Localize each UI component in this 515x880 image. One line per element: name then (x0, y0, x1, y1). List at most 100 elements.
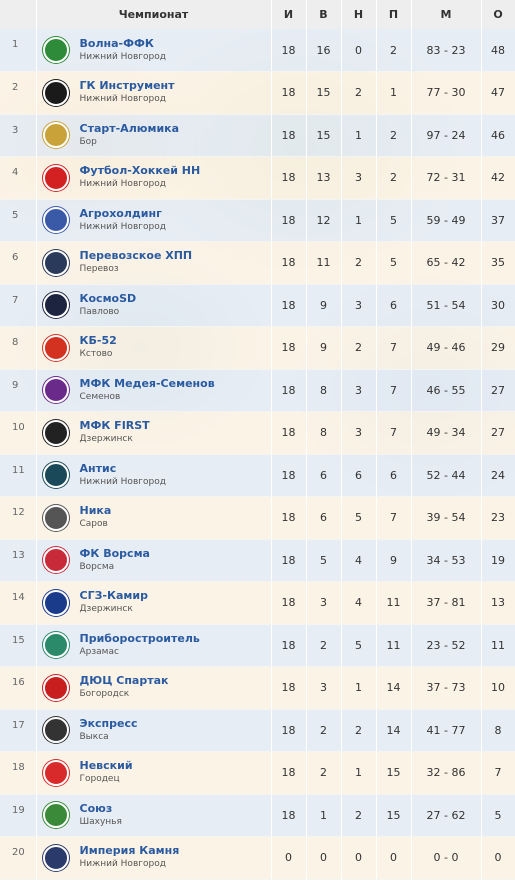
team-city: Ворсма (79, 561, 115, 572)
team-city: Городец (79, 774, 120, 785)
team-info: Перевозское ХПП Перевоз (37, 249, 271, 276)
team-name-link[interactable]: Антис (79, 461, 117, 475)
team-name-link[interactable]: Империя Камня (79, 844, 180, 858)
team-name-link[interactable]: Ника (79, 504, 112, 518)
table-row: 11 Антис Нижний Новгород 18 6 6 6 52 - 44 24 (0, 454, 515, 497)
team-name-link[interactable]: Старт-Алюмика (79, 121, 180, 135)
draws-cell: 1 (341, 114, 377, 157)
draws-cell: 2 (341, 241, 377, 285)
team-name-link[interactable]: Перевозское ХПП (79, 249, 193, 263)
losses-cell: 2 (376, 114, 412, 157)
points-cell: 7 (481, 751, 515, 795)
team-city: Арзамас (79, 646, 119, 657)
team-cell: Империя Камня Нижний Новгород (36, 836, 272, 880)
header-pos (0, 0, 37, 29)
position-cell: 17 (0, 709, 37, 752)
goals-cell: 59 - 49 (411, 199, 482, 242)
team-cell: МФК Медея-Семенов Семенов (36, 369, 272, 412)
team-name-link[interactable]: Союз (79, 801, 113, 815)
wins-cell: 11 (306, 241, 342, 285)
team-logo-icon (42, 207, 69, 234)
header-points[interactable]: О (481, 0, 515, 29)
position-cell: 9 (0, 369, 37, 412)
team-name-link[interactable]: ФК Ворсма (79, 546, 150, 560)
team-name-link[interactable]: МФК FIRST (79, 419, 150, 433)
team-name-link[interactable]: КБ-52 (79, 334, 117, 348)
team-name-link[interactable]: Невский (79, 759, 133, 773)
goals-cell: 65 - 42 (411, 241, 482, 285)
losses-cell: 15 (376, 794, 412, 837)
team-logo-icon (42, 79, 69, 106)
draws-cell: 5 (341, 624, 377, 667)
points-cell: 19 (481, 539, 515, 582)
wins-cell: 15 (306, 71, 342, 115)
team-name-link[interactable]: Агрохолдинг (79, 206, 162, 220)
team-text: КБ-52 Кстово (80, 334, 117, 361)
team-logo-icon (42, 504, 69, 531)
losses-cell: 11 (376, 581, 412, 625)
draws-cell: 2 (341, 794, 377, 837)
wins-cell: 6 (306, 496, 342, 540)
position-cell: 5 (0, 199, 37, 242)
team-name-link[interactable]: Волна-ФФК (79, 36, 154, 50)
team-city: Нижний Новгород (79, 179, 166, 190)
team-logo-icon (42, 37, 69, 63)
team-city: Нижний Новгород (79, 859, 166, 870)
header-losses[interactable]: П (376, 0, 412, 29)
points-cell: 27 (481, 369, 515, 412)
position-cell: 16 (0, 666, 37, 710)
header-goals[interactable]: М (411, 0, 482, 29)
header-wins[interactable]: В (306, 0, 342, 29)
points-cell: 35 (481, 241, 515, 285)
team-name-link[interactable]: МФК Медея-Семенов (79, 376, 215, 390)
header-draws[interactable]: Н (341, 0, 377, 29)
losses-cell: 14 (376, 709, 412, 752)
team-cell: Агрохолдинг Нижний Новгород (36, 199, 272, 242)
team-info: КосмоSD Павлово (37, 292, 271, 319)
points-cell: 30 (481, 284, 515, 327)
team-logo-icon (42, 589, 69, 616)
team-name-link[interactable]: СГЗ-Камир (79, 589, 148, 603)
team-cell: Ника Саров (36, 496, 272, 540)
table-row: 9 МФК Медея-Семенов Семенов 18 8 3 7 46 - 55 27 (0, 369, 515, 412)
goals-cell: 34 - 53 (411, 539, 482, 582)
team-name-link[interactable]: Экспресс (79, 716, 138, 730)
wins-cell: 5 (306, 539, 342, 582)
position-cell: 11 (0, 454, 37, 497)
team-city: Дзержинск (79, 604, 133, 615)
team-cell: Футбол-Хоккей НН Нижний Новгород (36, 156, 272, 200)
team-city: Нижний Новгород (79, 94, 166, 105)
team-cell: СГЗ-Камир Дзержинск (36, 581, 272, 625)
team-name-link[interactable]: Футбол-Хоккей НН (79, 164, 201, 178)
wins-cell: 0 (306, 836, 342, 880)
team-text: Империя Камня Нижний Новгород (80, 844, 180, 871)
header-championship[interactable]: Чемпионат (36, 0, 272, 29)
team-cell: КБ-52 Кстово (36, 326, 272, 370)
draws-cell: 0 (341, 29, 377, 72)
wins-cell: 2 (306, 751, 342, 795)
team-city: Павлово (79, 306, 120, 317)
team-name-link[interactable]: ДЮЦ Спартак (79, 674, 169, 688)
team-logo-icon (42, 249, 69, 276)
position-cell: 7 (0, 284, 37, 327)
points-cell: 11 (481, 624, 515, 667)
losses-cell: 1 (376, 71, 412, 115)
draws-cell: 5 (341, 496, 377, 540)
position-cell: 1 (0, 29, 37, 72)
header-games[interactable]: И (271, 0, 307, 29)
team-name-link[interactable]: ГК Инструмент (79, 79, 175, 93)
team-name-link[interactable]: КосмоSD (79, 291, 137, 305)
team-city: Бор (79, 136, 97, 147)
team-info: КБ-52 Кстово (37, 334, 271, 361)
draws-cell: 1 (341, 751, 377, 795)
team-name-link[interactable]: Приборостроитель (79, 631, 200, 645)
team-logo-icon (42, 547, 69, 574)
team-info: ГК Инструмент Нижний Новгород (37, 79, 271, 106)
position-cell: 4 (0, 156, 37, 200)
points-cell: 10 (481, 666, 515, 710)
position-cell: 6 (0, 241, 37, 285)
position-cell: 18 (0, 751, 37, 795)
team-cell: Волна-ФФК Нижний Новгород (36, 29, 272, 72)
points-cell: 8 (481, 709, 515, 752)
